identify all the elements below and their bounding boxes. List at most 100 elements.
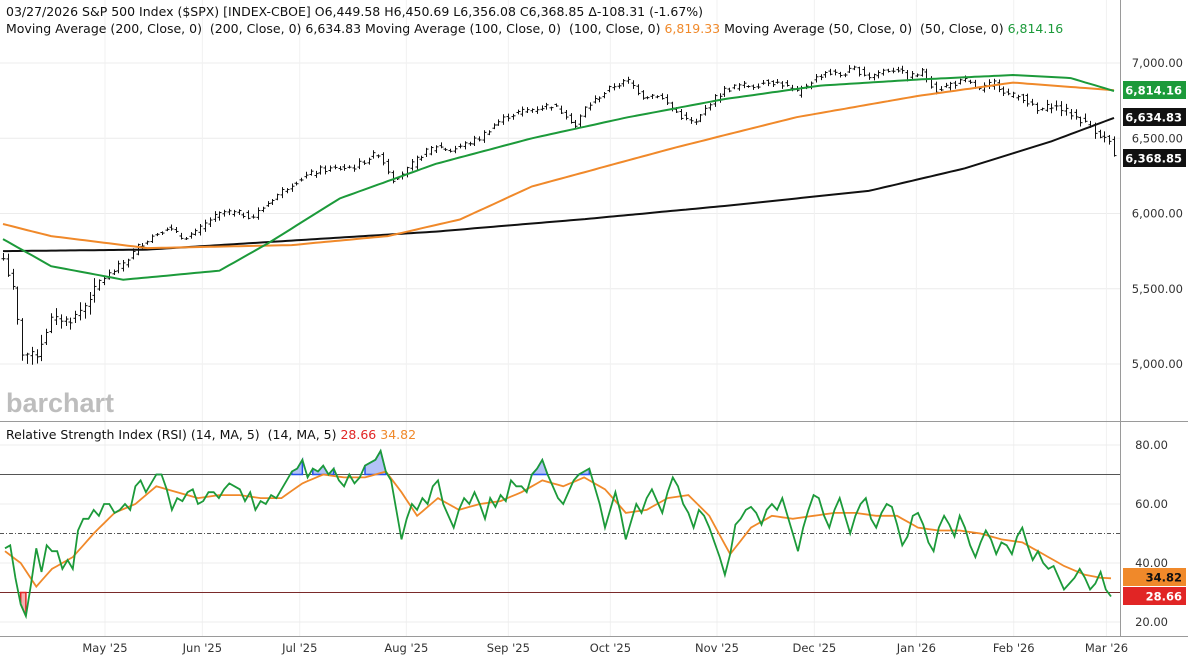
- price-bar[interactable]: [357, 158, 362, 170]
- price-bar[interactable]: [867, 72, 872, 80]
- price-bar[interactable]: [179, 232, 184, 240]
- price-bar[interactable]: [1021, 93, 1026, 104]
- price-bar[interactable]: [64, 316, 69, 327]
- price-bar[interactable]: [443, 147, 448, 151]
- price-bar[interactable]: [1064, 103, 1069, 116]
- price-bar[interactable]: [578, 114, 583, 128]
- price-bar[interactable]: [496, 119, 501, 126]
- price-bar[interactable]: [819, 74, 824, 81]
- price-bar[interactable]: [193, 228, 198, 236]
- price-bar[interactable]: [20, 318, 25, 361]
- price-bar[interactable]: [766, 79, 771, 87]
- price-bar[interactable]: [434, 145, 439, 153]
- price-bar[interactable]: [631, 80, 636, 89]
- price-bar[interactable]: [833, 69, 838, 76]
- price-bar[interactable]: [775, 78, 780, 84]
- price-bar[interactable]: [1059, 101, 1064, 117]
- price-bar[interactable]: [241, 212, 246, 219]
- ma200-label[interactable]: Moving Average (200, Close, 0) (200, Clo…: [6, 21, 302, 36]
- price-bar[interactable]: [11, 268, 16, 290]
- price-bar[interactable]: [684, 112, 689, 121]
- price-bar[interactable]: [872, 73, 877, 81]
- price-bar[interactable]: [424, 147, 429, 157]
- price-bar[interactable]: [1107, 134, 1112, 145]
- price-bar[interactable]: [564, 110, 569, 120]
- price-bar[interactable]: [987, 79, 992, 89]
- price-bar[interactable]: [1025, 93, 1030, 107]
- price-bar[interactable]: [626, 76, 631, 84]
- price-bar[interactable]: [78, 302, 83, 321]
- price-bar[interactable]: [323, 165, 328, 175]
- price-bar[interactable]: [953, 80, 958, 89]
- price-bar[interactable]: [559, 105, 564, 115]
- price-bar[interactable]: [275, 193, 280, 201]
- price-bar[interactable]: [1001, 86, 1006, 97]
- price-bar[interactable]: [886, 68, 891, 73]
- price-bar[interactable]: [838, 71, 843, 78]
- price-bar[interactable]: [165, 227, 170, 232]
- price-bar[interactable]: [771, 80, 776, 88]
- price-bar[interactable]: [453, 145, 458, 154]
- price-bar[interactable]: [246, 210, 251, 220]
- price-bar[interactable]: [458, 143, 463, 149]
- price-bar[interactable]: [97, 279, 102, 291]
- price-bar[interactable]: [184, 237, 189, 240]
- price-bar[interactable]: [1074, 109, 1079, 120]
- price-bar[interactable]: [333, 164, 338, 170]
- price-bar[interactable]: [126, 258, 131, 268]
- price-bar[interactable]: [939, 86, 944, 92]
- price-bar[interactable]: [362, 160, 367, 165]
- price-bar[interactable]: [540, 105, 545, 111]
- price-bar[interactable]: [492, 123, 497, 130]
- price-bar[interactable]: [727, 87, 732, 93]
- price-bar[interactable]: [472, 135, 477, 147]
- price-bar[interactable]: [367, 157, 372, 165]
- price-bar[interactable]: [847, 65, 852, 73]
- price-bar[interactable]: [944, 82, 949, 88]
- price-bar[interactable]: [15, 286, 20, 325]
- price-bar[interactable]: [554, 103, 559, 107]
- price-bar[interactable]: [1069, 108, 1074, 120]
- price-bar[interactable]: [958, 78, 963, 85]
- price-bar[interactable]: [376, 154, 381, 159]
- price-bar[interactable]: [732, 84, 737, 90]
- price-bar[interactable]: [338, 166, 343, 171]
- price-bar[interactable]: [924, 68, 929, 83]
- price-bar[interactable]: [948, 81, 953, 91]
- price-bar[interactable]: [621, 79, 626, 87]
- price-bar[interactable]: [823, 71, 828, 78]
- price-bar[interactable]: [1098, 129, 1103, 139]
- price-bar[interactable]: [217, 211, 222, 221]
- price-bar[interactable]: [506, 113, 511, 122]
- price-bar[interactable]: [809, 81, 814, 90]
- price-bar[interactable]: [516, 109, 521, 115]
- price-bar[interactable]: [597, 96, 602, 103]
- price-bar[interactable]: [102, 276, 107, 286]
- price-bar[interactable]: [737, 83, 742, 91]
- price-bar[interactable]: [689, 117, 694, 124]
- price-bar[interactable]: [1011, 91, 1016, 98]
- price-bar[interactable]: [59, 314, 64, 329]
- price-bar[interactable]: [785, 80, 790, 87]
- price-bar[interactable]: [342, 164, 347, 171]
- price-bar[interactable]: [155, 233, 160, 237]
- price-bar[interactable]: [881, 68, 886, 76]
- price-bar[interactable]: [746, 85, 751, 88]
- price-bar[interactable]: [511, 113, 516, 120]
- price-bar[interactable]: [852, 65, 857, 71]
- price-bar[interactable]: [968, 79, 973, 84]
- price-bar[interactable]: [477, 136, 482, 142]
- price-bar[interactable]: [997, 79, 1002, 93]
- price-bar[interactable]: [501, 114, 506, 125]
- price-bar[interactable]: [569, 113, 574, 124]
- price-bar[interactable]: [270, 198, 275, 205]
- price-bar[interactable]: [237, 209, 242, 215]
- price-bar[interactable]: [876, 70, 881, 79]
- price-bar[interactable]: [150, 234, 155, 244]
- price-bar[interactable]: [814, 74, 819, 83]
- price-bar[interactable]: [294, 181, 299, 186]
- price-bar[interactable]: [174, 227, 179, 234]
- price-bar[interactable]: [1040, 107, 1045, 111]
- price-bar[interactable]: [44, 328, 49, 345]
- price-bar[interactable]: [544, 102, 549, 110]
